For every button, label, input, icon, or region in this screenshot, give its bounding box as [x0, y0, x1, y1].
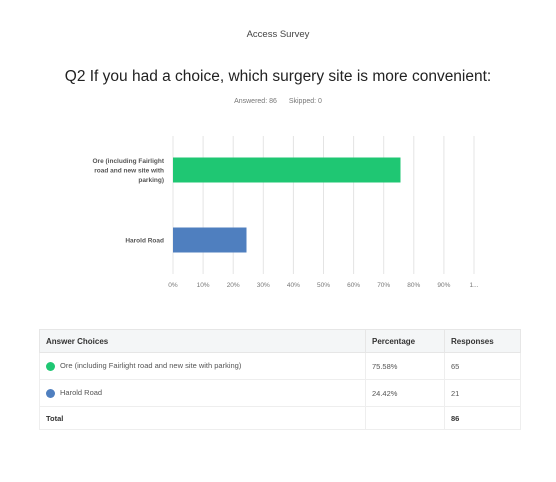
x-tick-label: 80% [407, 282, 420, 289]
legend-dot-icon [46, 389, 55, 398]
table-header-row: Answer Choices Percentage Responses [40, 330, 521, 353]
category-label: Harold Road [125, 238, 164, 245]
header-percentage: Percentage [366, 330, 445, 353]
x-tick-label: 0% [168, 282, 178, 289]
legend-dot-icon [46, 362, 55, 371]
x-tick-label: 50% [317, 282, 330, 289]
x-tick-label: 10% [197, 282, 210, 289]
bar [173, 228, 247, 253]
x-tick-label: 1... [469, 282, 478, 289]
total-label: Total [40, 407, 366, 430]
header-answer-choices: Answer Choices [40, 330, 366, 353]
x-tick-label: 30% [257, 282, 270, 289]
answer-choice-label: Harold Road [60, 388, 102, 397]
total-empty-cell [366, 407, 445, 430]
total-value: 86 [445, 407, 521, 430]
answer-table: Answer Choices Percentage Responses Ore … [39, 329, 521, 430]
answer-choice-label: Ore (including Fairlight road and new si… [60, 361, 241, 370]
x-tick-label: 20% [227, 282, 240, 289]
header-responses: Responses [445, 330, 521, 353]
bar [173, 158, 400, 183]
bar-chart: 0% 10% 20% 30% 40% 50% 60% 70% 80% 90% 1... Ore (in… [0, 0, 556, 320]
category-label: Ore (including Fairlight road and new sit… [93, 158, 165, 184]
responses-cell: 65 [445, 353, 521, 380]
x-tick-label: 40% [287, 282, 300, 289]
answer-choice-cell: Ore (including Fairlight road and new si… [40, 353, 366, 380]
x-tick-label: 60% [347, 282, 360, 289]
total-row: Total 86 [40, 407, 521, 430]
responses-cell: 21 [445, 380, 521, 407]
table-row: Ore (including Fairlight road and new si… [40, 353, 521, 380]
percentage-cell: 24.42% [366, 380, 445, 407]
answer-choice-cell: Harold Road [40, 380, 366, 407]
x-tick-label: 70% [377, 282, 390, 289]
table-row: Harold Road 24.42% 21 [40, 380, 521, 407]
percentage-cell: 75.58% [366, 353, 445, 380]
x-tick-label: 90% [437, 282, 450, 289]
